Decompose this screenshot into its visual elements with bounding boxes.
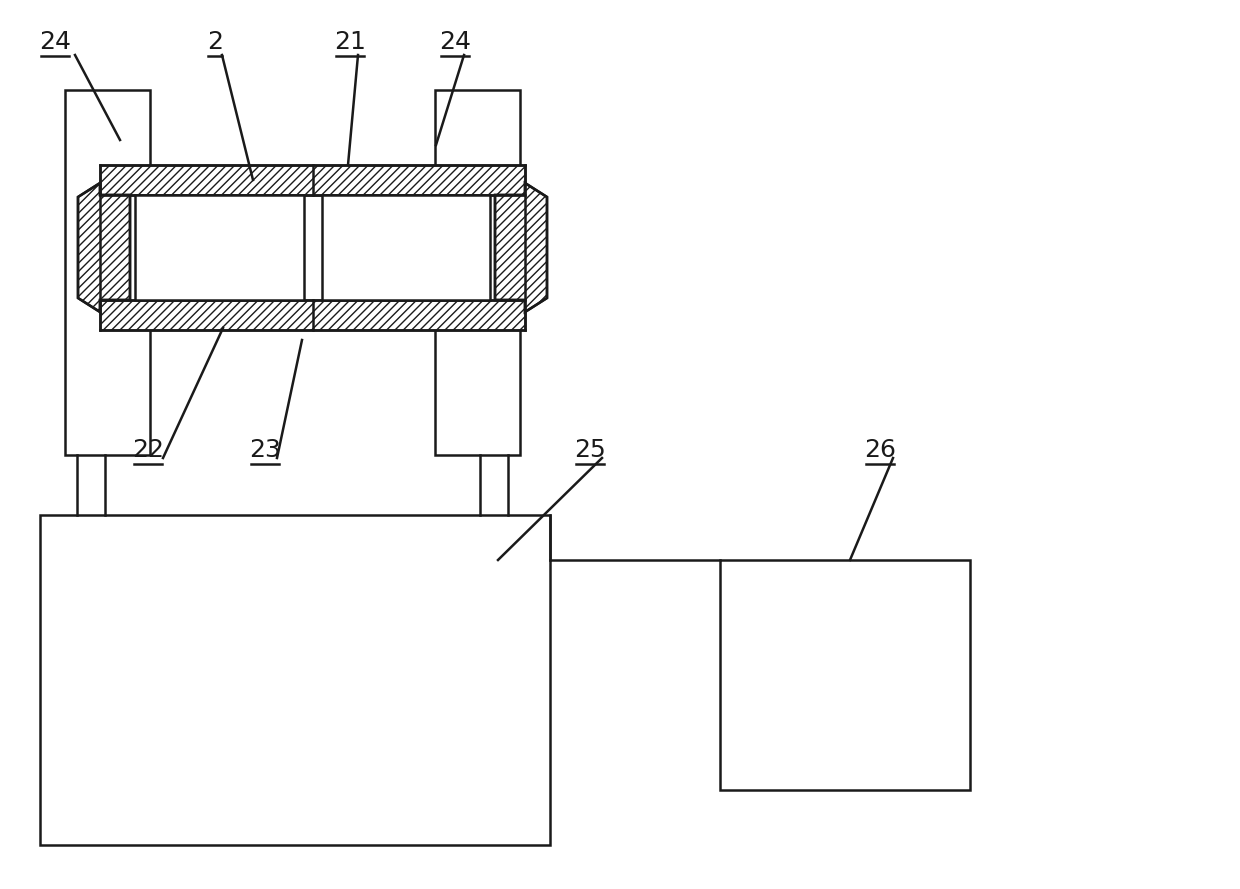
Text: 24: 24 xyxy=(38,30,71,54)
Polygon shape xyxy=(78,183,130,312)
Bar xyxy=(135,195,304,300)
Text: 24: 24 xyxy=(439,30,471,54)
Bar xyxy=(100,165,525,195)
Text: 25: 25 xyxy=(574,438,606,462)
Text: 21: 21 xyxy=(334,30,366,54)
Text: 26: 26 xyxy=(864,438,897,462)
Bar xyxy=(64,90,150,455)
Bar xyxy=(100,300,525,330)
Text: 2: 2 xyxy=(207,30,223,54)
Bar xyxy=(720,560,970,790)
Bar xyxy=(40,515,551,845)
Text: 22: 22 xyxy=(131,438,164,462)
Bar xyxy=(321,195,490,300)
Polygon shape xyxy=(495,183,547,312)
Bar xyxy=(435,90,520,455)
Text: 23: 23 xyxy=(249,438,281,462)
